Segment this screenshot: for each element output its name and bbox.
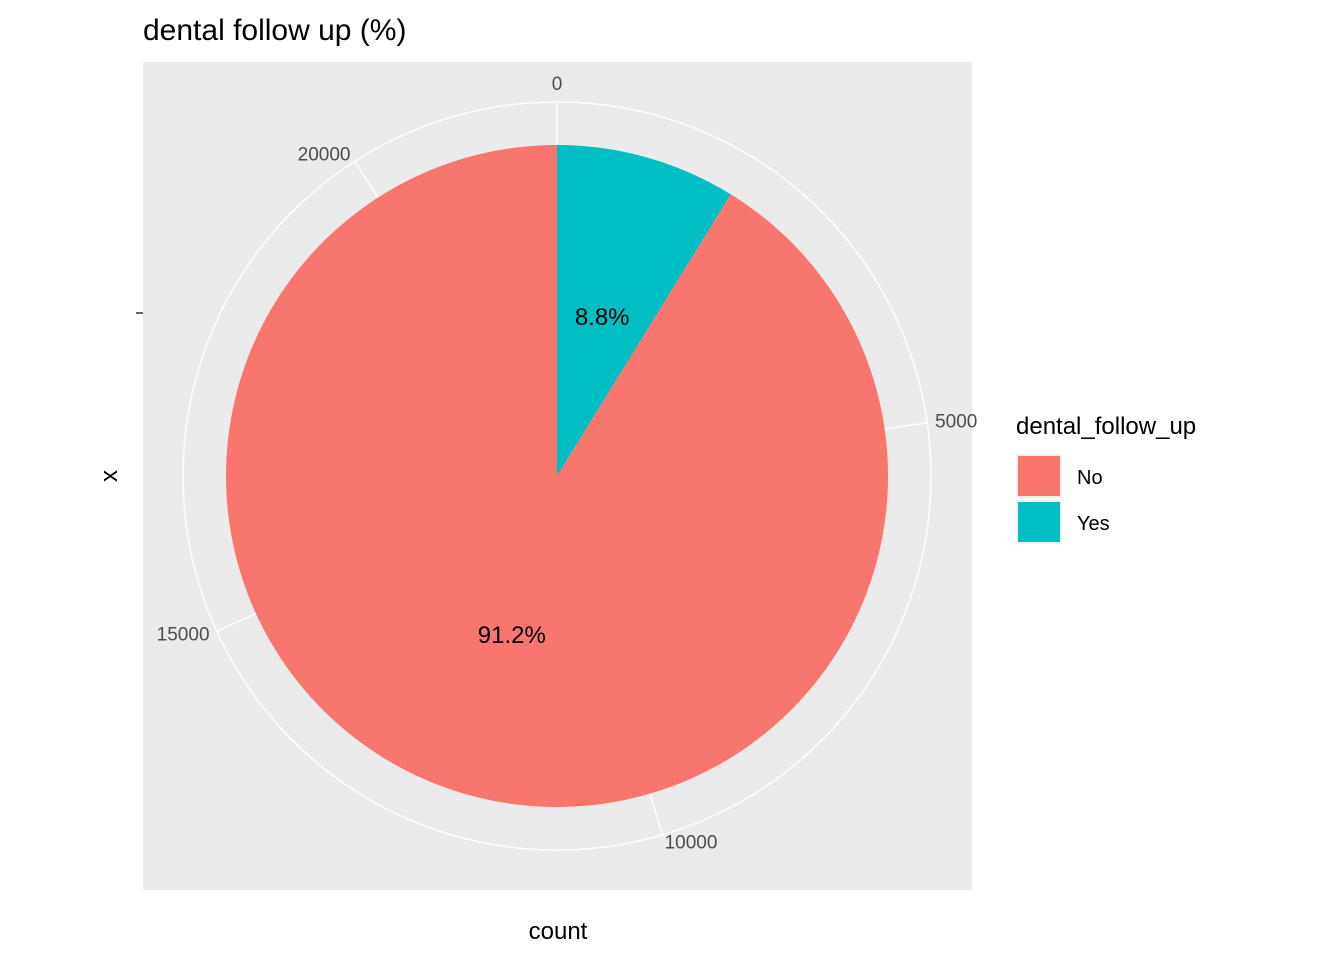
radial-tick-labels: 0 5000 10000 15000 20000 [157,74,978,854]
legend-swatch-yes [1018,502,1060,542]
pie-slices [226,145,889,808]
legend-label-no: No [1077,467,1103,489]
x-axis-title: count [529,918,588,945]
y-axis-title: x [96,470,123,482]
slice-label-no: 91.2% [478,622,546,649]
legend-title: dental_follow_up [1016,413,1196,440]
legend-swatch-no [1018,456,1060,496]
legend-items: No Yes [1016,454,1110,544]
radial-tick-label: 5000 [935,412,977,433]
slice-label-yes: 8.8% [575,304,630,331]
radial-tick-label: 10000 [665,833,718,854]
slice-labels: 8.8% 91.2% [478,304,630,649]
legend: dental_follow_up No Yes [1016,413,1196,544]
chart-title: dental follow up (%) [143,14,406,47]
pie-slice-no [226,145,889,808]
radial-tick-label: 15000 [157,625,210,646]
legend-label-yes: Yes [1077,513,1110,535]
radial-tick-label: 0 [552,74,563,95]
pie-slice-yes [557,145,731,476]
radial-tick-label: 20000 [298,145,351,166]
